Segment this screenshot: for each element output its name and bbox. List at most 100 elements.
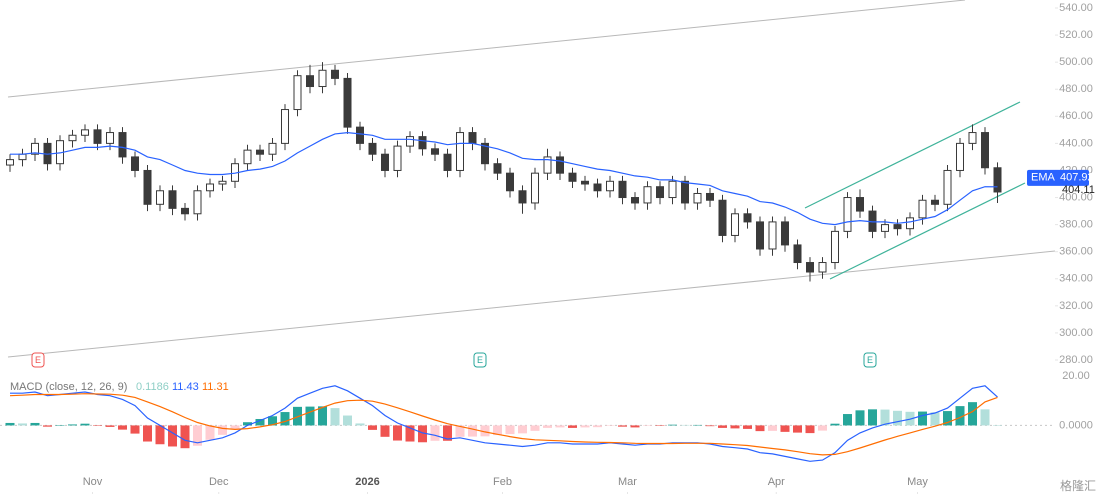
macd-bar xyxy=(280,412,290,426)
macd-bar xyxy=(118,425,127,430)
macd-bar xyxy=(655,425,665,426)
macd-bar xyxy=(393,425,402,441)
macd-bar xyxy=(780,425,790,432)
macd-bar xyxy=(705,425,715,427)
macd-bar xyxy=(193,425,202,446)
macd-bar xyxy=(493,425,502,436)
macd-bar xyxy=(480,425,490,437)
macd-bar xyxy=(605,425,615,426)
macd-bar xyxy=(680,424,690,426)
candle-body xyxy=(643,186,652,204)
macd-bar xyxy=(318,406,327,426)
macd-bar xyxy=(543,425,552,428)
candle-body xyxy=(268,142,277,155)
y-tick-label: 400.00 xyxy=(1059,191,1093,203)
candle-body xyxy=(881,224,889,232)
y-tick-label: 280.00 xyxy=(1059,354,1093,366)
x-tick-label: Mar xyxy=(618,476,637,488)
macd-bar xyxy=(555,425,565,428)
macd-bar xyxy=(918,411,927,426)
macd-bar xyxy=(155,425,165,445)
x-tick-label: Dec xyxy=(209,476,229,488)
macd-bar xyxy=(218,425,227,435)
y-tick-label: 300.00 xyxy=(1059,327,1093,339)
macd-bar xyxy=(843,414,852,426)
macd-bar xyxy=(168,425,177,447)
candle-body xyxy=(156,190,164,205)
candle-body xyxy=(31,142,39,155)
macd-bar xyxy=(455,425,465,437)
candle-body xyxy=(468,132,477,144)
candle-body xyxy=(793,244,802,264)
macd-bar xyxy=(330,408,340,426)
candle-body xyxy=(631,197,639,204)
candle-body xyxy=(243,149,252,165)
macd-tick-label: 0.0000 xyxy=(1059,419,1093,431)
earnings-label: E xyxy=(477,355,483,365)
macd-bar xyxy=(980,409,990,426)
candle-body xyxy=(618,180,627,199)
y-tick-label: 360.00 xyxy=(1059,246,1093,258)
macd-bar xyxy=(418,425,427,443)
x-tick-label: Apr xyxy=(768,476,785,488)
macd-bar xyxy=(580,425,590,428)
candle-body xyxy=(906,217,914,230)
macd-bar xyxy=(368,425,377,430)
candle-body xyxy=(718,199,727,236)
macd-bar xyxy=(205,425,215,440)
candle-body xyxy=(843,197,852,232)
macd-bar xyxy=(868,409,877,426)
candle-body xyxy=(218,180,227,185)
macd-bar xyxy=(405,425,415,442)
macd-bar xyxy=(718,425,727,428)
ema-tag-name: EMA xyxy=(1031,172,1056,184)
macd-bar xyxy=(380,425,390,437)
macd-bar xyxy=(968,402,977,426)
macd-bar xyxy=(430,425,440,441)
candle-body xyxy=(668,180,677,199)
macd-bar xyxy=(68,424,77,426)
macd-bar xyxy=(880,409,890,426)
macd-bar xyxy=(693,424,702,426)
candle-body xyxy=(418,136,427,150)
macd-bar xyxy=(930,412,940,426)
earnings-label: E xyxy=(867,355,873,365)
candle-body xyxy=(81,129,89,136)
macd-legend-value: 11.31 xyxy=(202,381,229,393)
macd-bar xyxy=(293,406,302,426)
candle-body xyxy=(406,136,414,147)
trend-line xyxy=(829,182,1026,280)
macd-line xyxy=(9,393,998,456)
candle-body xyxy=(581,180,589,185)
candle-body xyxy=(6,159,14,166)
ema-tag xyxy=(1027,169,1089,186)
ema-tag-value: 407.92 xyxy=(1060,172,1094,184)
macd-bar xyxy=(818,425,827,431)
macd-bar xyxy=(755,425,765,432)
watermark: 格隆汇 xyxy=(1060,478,1096,493)
candle-body xyxy=(131,156,139,171)
candle-body xyxy=(893,224,902,230)
candle-body xyxy=(393,145,402,171)
macd-bar xyxy=(505,425,515,435)
macd-bar xyxy=(268,416,277,426)
x-tick-label: Feb xyxy=(493,476,512,488)
macd-legend-value: 0.1186 xyxy=(136,381,169,393)
macd-bar xyxy=(805,425,815,434)
candle-body xyxy=(331,69,339,79)
macd-bar xyxy=(793,425,802,433)
candle-body xyxy=(193,190,202,215)
candle-body xyxy=(993,167,1002,193)
macd-bar xyxy=(618,425,627,427)
candle-body xyxy=(706,192,714,201)
macd-bar xyxy=(55,425,65,426)
candle-body xyxy=(518,190,527,204)
candle-body xyxy=(118,132,127,158)
candle-body xyxy=(456,132,464,171)
y-tick-label: 500.00 xyxy=(1059,56,1093,68)
candle-body xyxy=(606,180,614,192)
candle-body xyxy=(568,172,577,182)
earnings-label: E xyxy=(35,355,41,365)
